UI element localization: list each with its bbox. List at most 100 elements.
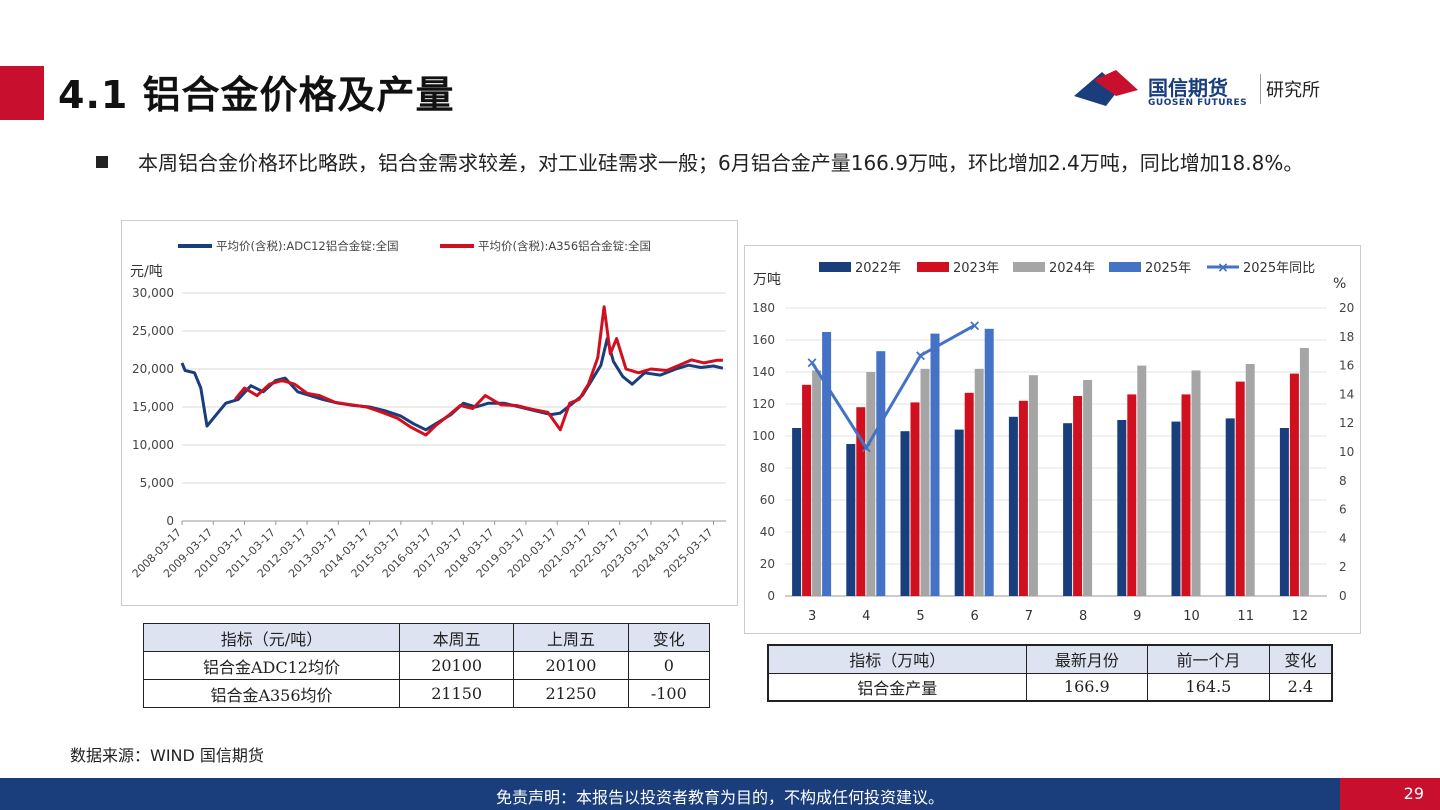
- y-tick-label: 25,000: [132, 324, 174, 338]
- y-axis-unit-right: %: [1333, 276, 1346, 292]
- y-tick-label-left: 180: [752, 301, 775, 315]
- x-tick-label: 8: [1079, 609, 1087, 624]
- y-tick-label: 20,000: [132, 362, 174, 376]
- y-tick-label: 10,000: [132, 438, 174, 452]
- price-table: 指标（元/吨） 本周五 上周五 变化 铝合金ADC12均价 20100 2010…: [143, 623, 711, 708]
- bar: [974, 368, 984, 596]
- title-accent-bar: [0, 66, 44, 120]
- y-tick-label-left: 160: [752, 333, 775, 347]
- bar: [792, 428, 802, 596]
- data-source: 数据来源：WIND 国信期货: [70, 746, 264, 765]
- x-tick-label: 7: [1025, 609, 1033, 624]
- bar: [1008, 416, 1018, 596]
- bar: [802, 384, 812, 596]
- footer-accent: [1340, 778, 1440, 810]
- header-cell: 变化: [627, 623, 711, 652]
- y-tick-label-left: 0: [767, 589, 775, 603]
- x-tick-label: 12: [1292, 609, 1309, 624]
- y-tick-label-right: 2: [1339, 560, 1347, 574]
- y-tick-label-right: 18: [1339, 330, 1354, 344]
- yoy-marker: ×: [968, 316, 981, 334]
- yoy-marker: ×: [860, 439, 873, 457]
- y-tick-label-left: 80: [760, 461, 775, 475]
- bar: [1299, 348, 1309, 596]
- y-tick-label-right: 12: [1339, 416, 1354, 430]
- y-tick-label-right: 0: [1339, 589, 1347, 603]
- y-tick-label-right: 8: [1339, 474, 1347, 488]
- bar: [1117, 420, 1127, 596]
- disclaimer: 免责声明：本报告以投资者教育为目的，不构成任何投资建议。: [495, 788, 944, 807]
- logo-emblem-icon: [1074, 70, 1138, 106]
- logo-cn: 国信期货: [1148, 76, 1228, 100]
- bar: [1181, 394, 1191, 596]
- y-tick-label-left: 140: [752, 365, 775, 379]
- company-logo: 国信期货 GUOSEN FUTURES 研究所: [1072, 66, 1362, 114]
- y-tick-label: 30,000: [132, 286, 174, 300]
- legend-label: 2022年: [855, 261, 901, 276]
- table-cell: 21250: [513, 679, 629, 708]
- price-chart-panel: 平均价(含税):ADC12铝合金锭:全国 平均价(含税):A356铝合金锭:全国元…: [121, 220, 738, 606]
- y-tick-label-left: 100: [752, 429, 775, 443]
- y-axis-unit-left: 万吨: [753, 272, 781, 288]
- header-cell: 本周五: [398, 623, 515, 652]
- x-tick-label: 6: [971, 609, 979, 624]
- legend-marker: ×: [1217, 260, 1229, 276]
- bar: [1137, 365, 1147, 596]
- header-cell: 指标（万吨）: [767, 644, 1027, 674]
- x-tick-label: 9: [1133, 609, 1141, 624]
- bar: [866, 372, 876, 596]
- header-cell: 上周五: [513, 623, 629, 652]
- bar: [822, 332, 832, 596]
- bar: [1245, 364, 1255, 596]
- table-row: 铝合金产量 166.9 164.5 2.4: [767, 672, 1333, 702]
- yoy-line: [810, 323, 976, 451]
- bar: [1225, 418, 1235, 596]
- table-header-row: 指标（元/吨） 本周五 上周五 变化: [143, 623, 711, 652]
- y-tick-label: 0: [166, 514, 174, 528]
- bar: [876, 351, 886, 596]
- logo-separator: [1260, 74, 1261, 104]
- table-cell: -100: [627, 679, 711, 708]
- table-cell: 0: [627, 651, 711, 680]
- y-tick-label-left: 120: [752, 397, 775, 411]
- page-title: 4.1 铝合金价格及产量: [58, 73, 455, 117]
- logo-dept: 研究所: [1266, 80, 1320, 101]
- x-tick-label: 3: [808, 609, 816, 624]
- bar: [1028, 375, 1038, 596]
- y-tick-label-right: 6: [1339, 503, 1347, 517]
- y-tick-label-right: 14: [1339, 387, 1354, 401]
- bar: [1235, 381, 1245, 596]
- bar: [1063, 423, 1073, 596]
- header-cell: 最新月份: [1025, 644, 1149, 674]
- series-line: [180, 337, 724, 432]
- y-tick-label-left: 40: [760, 525, 775, 539]
- legend-label: 2025年同比: [1243, 261, 1315, 276]
- yoy-marker: ×: [806, 354, 819, 372]
- y-tick-label: 15,000: [132, 400, 174, 414]
- bar: [846, 444, 856, 596]
- table-cell: 166.9: [1025, 672, 1149, 702]
- price-line-chart: 平均价(含税):ADC12铝合金锭:全国 平均价(含税):A356铝合金锭:全国元…: [130, 239, 726, 580]
- logo-en: GUOSEN FUTURES: [1148, 98, 1248, 108]
- x-tick-label: 11: [1237, 609, 1254, 624]
- bar: [984, 328, 994, 596]
- legend-swatch: [1013, 262, 1045, 272]
- y-tick-label-right: 20: [1339, 301, 1354, 315]
- legend-label: 2024年: [1049, 261, 1095, 276]
- legend-label: 2025年: [1145, 261, 1191, 276]
- y-tick-label-left: 20: [760, 557, 775, 571]
- summary-text: 本周铝合金价格环比略跌，铝合金需求较差，对工业硅需求一般；6月铝合金产量166.…: [138, 151, 1304, 175]
- series-line: [233, 305, 723, 437]
- bar: [1191, 370, 1201, 596]
- y-tick-label-right: 10: [1339, 445, 1354, 459]
- table-header-row: 指标（万吨） 最新月份 前一个月 变化: [767, 644, 1333, 674]
- legend-label: 平均价(含税):ADC12铝合金锭:全国: [216, 239, 399, 253]
- bar: [930, 333, 940, 596]
- header-cell: 变化: [1268, 644, 1333, 674]
- bar: [954, 429, 964, 596]
- y-tick-label: 5,000: [140, 476, 174, 490]
- table-cell: 铝合金产量: [767, 672, 1027, 702]
- legend-label: 平均价(含税):A356铝合金锭:全国: [478, 239, 651, 253]
- table-row: 铝合金A356均价 21150 21250 -100: [143, 679, 711, 708]
